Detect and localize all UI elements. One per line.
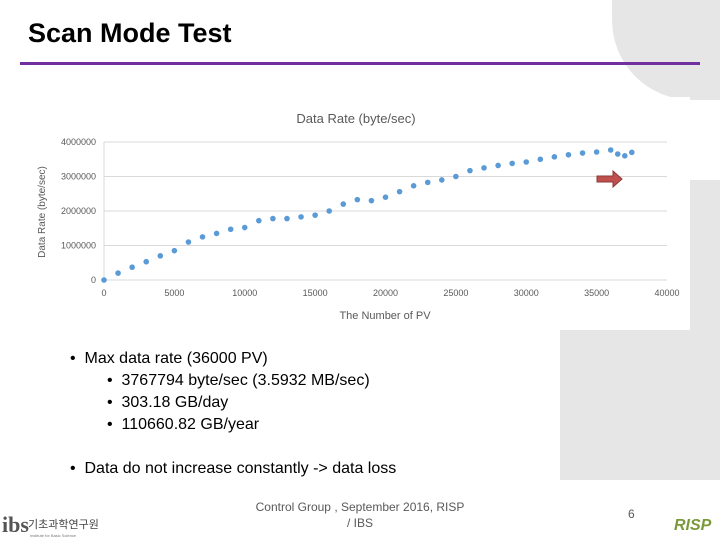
sub-bullet-item: • 110660.82 GB/year [107,416,259,434]
data-point [241,224,248,231]
data-point [523,159,530,165]
ibs-logo-subtitle: Institute for Basic Science [30,533,77,538]
data-point [312,212,318,218]
data-point [157,253,164,259]
x-tick-label: 25000 [443,288,468,298]
bullet-marker: • [107,416,113,433]
x-axis-ticks: 0 5000 10000 15000 20000 25000 30000 35000 40000 [101,288,679,298]
data-point [467,167,473,174]
data-point [607,147,614,153]
data-point [284,215,290,222]
data-point [579,150,586,156]
sub-bullet-per-day: 303.18 GB/day [121,394,229,411]
bullet-marker: • [70,350,76,367]
data-point [354,196,361,203]
data-point [326,208,333,214]
data-point [270,215,276,222]
data-point [629,149,635,156]
decorative-circle-top [612,0,720,100]
risp-logo: RISP [674,517,712,534]
chart-area [35,97,690,330]
title-underline [20,62,700,65]
data-point [495,162,501,169]
annotation-arrow [596,169,623,189]
bullet-data-loss: Data do not increase constantly -> data … [84,460,397,477]
data-point [129,264,135,271]
arrow-icon [596,169,623,189]
y-axis-ticks: 0 1000000 2000000 3000000 4000000 [61,137,96,285]
data-point [439,177,445,183]
bullet-item: • Max data rate (36000 PV) [70,350,268,368]
data-point [143,258,150,265]
bullet-marker: • [107,394,113,411]
data-point [551,154,558,160]
data-point [227,226,234,233]
data-point [382,194,389,200]
y-tick-label: 1000000 [61,241,96,251]
data-point [621,153,628,159]
x-tick-label: 30000 [514,288,539,298]
data-point [614,151,621,157]
sub-bullet-item: • 3767794 byte/sec (3.5932 MB/sec) [107,372,370,390]
data-point [410,183,417,189]
x-tick-label: 15000 [303,288,328,298]
data-points [101,147,635,283]
sub-bullet-per-year: 110660.82 GB/year [121,416,260,433]
footer-line: / IBS [346,516,373,530]
x-tick-label: 20000 [373,288,398,298]
x-tick-label: 40000 [654,288,679,298]
y-tick-label: 0 [91,275,96,285]
bullet-item: • Data do not increase constantly -> dat… [70,460,396,478]
ibs-logo: ibs 기초과학연구원 Institute for Basic Science [2,512,99,538]
data-point [298,214,304,220]
page-title: Scan Mode Test [28,18,232,48]
data-point [185,239,192,245]
data-point [213,230,220,237]
data-point [368,197,375,204]
y-tick-label: 2000000 [61,206,96,216]
data-point [340,201,347,207]
x-tick-label: 10000 [232,288,257,298]
gridlines [103,141,667,281]
data-point [565,151,572,158]
data-point [481,165,487,171]
y-tick-label: 4000000 [61,137,96,147]
x-tick-label: 5000 [164,288,184,298]
y-tick-label: 3000000 [61,172,96,182]
data-point [424,179,431,186]
bullet-marker: • [107,372,113,389]
data-point [115,270,121,276]
ibs-logo-text: ibs [2,512,29,537]
x-axis-label: The Number of PV [339,310,431,322]
data-point [396,188,403,195]
chart-title: Data Rate (byte/sec) [296,111,415,126]
x-tick-label: 35000 [584,288,609,298]
data-point [171,247,178,254]
data-point [453,173,459,180]
data-point [509,160,515,167]
data-point [256,217,262,224]
sub-bullet-byte-rate: 3767794 byte/sec (3.5932 MB/sec) [121,372,370,389]
footer-line: Control Group , September 2016, RISP [255,500,465,514]
page-number: 6 [628,507,635,521]
x-tick-label: 0 [101,288,106,298]
ibs-logo-korean: 기초과학연구원 [28,518,99,531]
scatter-chart: Data Rate (byte/sec) 0 1000000 2000000 3000… [37,111,680,322]
y-axis-label: Data Rate (byte/sec) [37,166,48,258]
bullet-marker: • [70,460,76,477]
data-point [593,149,600,155]
data-point [199,234,206,240]
data-point [537,156,544,163]
data-point [101,277,107,283]
risp-logo-text: RISP [674,517,712,534]
footer-text: Control Group , September 2016, RISP / I… [255,499,465,531]
sub-bullet-item: • 303.18 GB/day [107,394,228,412]
bullet-max-rate: Max data rate (36000 PV) [84,350,268,367]
